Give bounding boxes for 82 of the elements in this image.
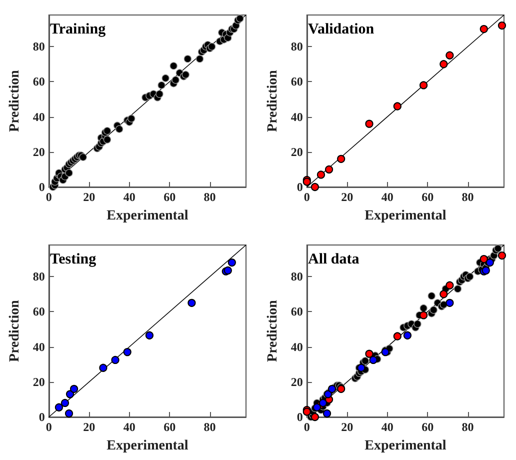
x-tick-label: 20: [341, 420, 354, 434]
point: [480, 24, 488, 34]
y-tick-label: 40: [32, 110, 45, 124]
chart-title: Training: [50, 22, 106, 38]
point: [54, 403, 64, 412]
point: [324, 165, 334, 174]
y-tick-label: 60: [32, 74, 45, 89]
x-axis-title: Experimental: [106, 438, 188, 454]
x-tick-label: 80: [462, 190, 474, 204]
x-tick-label: 60: [422, 420, 434, 434]
x-tick-label: 60: [164, 420, 176, 434]
y-tick-label: 80: [32, 270, 45, 284]
point: [66, 390, 74, 398]
chart-title: All data: [308, 252, 360, 268]
y-tick-label: 20: [290, 144, 303, 159]
y-tick-label: 20: [290, 374, 303, 389]
point: [322, 409, 332, 418]
point: [393, 102, 402, 110]
y-axis-title: Prediction: [8, 300, 22, 362]
point: [393, 332, 402, 340]
point: [99, 364, 108, 372]
point: [123, 348, 132, 356]
y-tick-label: 80: [290, 40, 303, 54]
point: [365, 120, 374, 128]
x-tick-label: 80: [204, 190, 216, 204]
y-tick-label: 0: [296, 180, 303, 194]
x-tick-label: 40: [381, 420, 394, 434]
y-axis-title: Prediction: [266, 300, 280, 362]
point: [403, 331, 412, 340]
x-axis-title: Experimental: [364, 438, 446, 454]
point: [420, 81, 428, 90]
point: [446, 281, 454, 290]
y-tick-label: 40: [290, 110, 303, 124]
x-tick-label: 20: [83, 190, 96, 204]
point: [310, 182, 319, 192]
chart-title: Validation: [308, 22, 375, 38]
y-tick-label: 60: [32, 304, 45, 319]
point: [312, 403, 322, 412]
point: [440, 290, 448, 298]
point: [60, 398, 70, 408]
y-axis-title: Prediction: [8, 70, 22, 132]
x-tick-label: 80: [204, 420, 216, 434]
point: [145, 331, 154, 340]
point: [498, 251, 506, 260]
y-tick-label: 60: [290, 304, 303, 319]
x-tick-label: 40: [381, 190, 394, 204]
x-tick-label: 40: [123, 190, 136, 204]
y-tick-label: 0: [296, 410, 303, 424]
point: [446, 298, 454, 307]
point: [337, 154, 346, 163]
point: [188, 298, 196, 307]
y-tick-label: 20: [32, 374, 45, 389]
x-tick-label: 20: [83, 420, 96, 434]
y-tick-label: 80: [32, 40, 45, 54]
y-tick-label: 40: [290, 340, 303, 354]
point: [365, 350, 374, 358]
x-tick-label: 20: [341, 190, 354, 204]
point: [440, 60, 448, 68]
point: [316, 170, 326, 179]
y-tick-label: 40: [32, 340, 45, 354]
x-tick-label: 60: [422, 190, 434, 204]
x-axis-title: Experimental: [364, 208, 446, 224]
x-tick-label: 80: [462, 420, 474, 434]
y-axis-title: Prediction: [266, 70, 280, 132]
point: [480, 254, 488, 264]
x-tick-label: 60: [164, 190, 176, 204]
point: [228, 258, 236, 267]
y-tick-label: 80: [290, 270, 303, 284]
point: [369, 356, 378, 364]
point: [64, 409, 74, 418]
point: [70, 384, 78, 393]
point: [498, 21, 506, 30]
chart-title: Testing: [50, 252, 97, 268]
y-tick-label: 60: [290, 74, 303, 89]
y-tick-label: 0: [38, 410, 45, 424]
y-tick-label: 0: [38, 180, 45, 194]
x-tick-label: 40: [123, 420, 136, 434]
y-tick-label: 20: [32, 144, 45, 159]
point: [111, 356, 120, 364]
point: [446, 51, 454, 60]
point: [420, 311, 428, 320]
x-axis-title: Experimental: [106, 208, 188, 224]
